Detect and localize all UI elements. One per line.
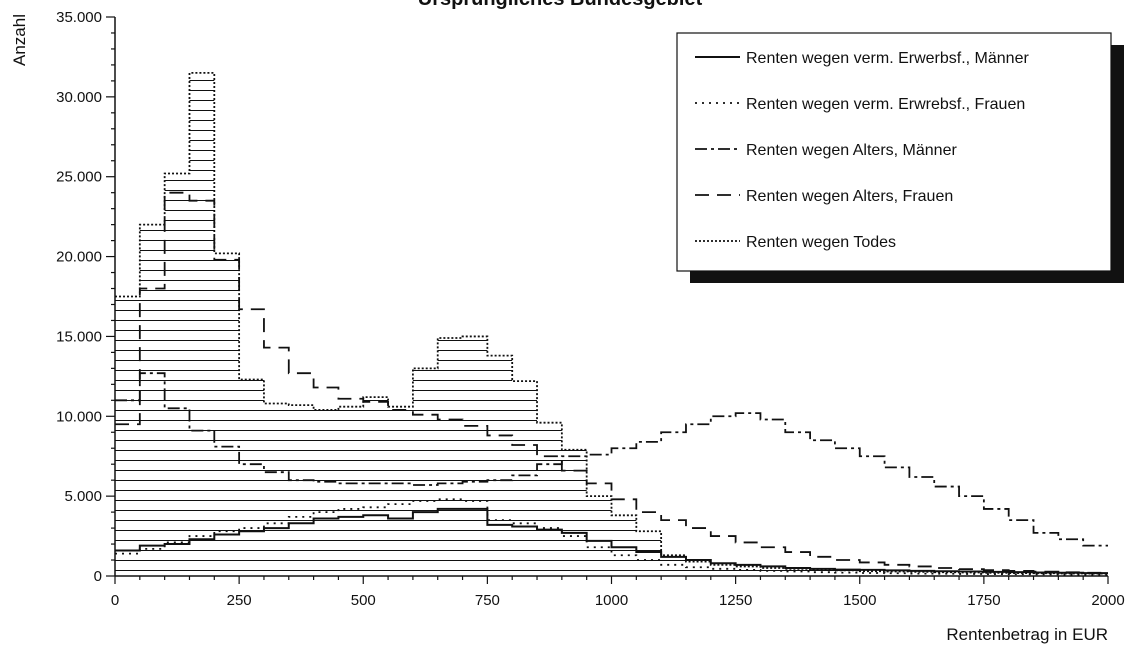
y-tick-label: 15.000 [56,328,102,345]
y-axis-title: Anzahl [10,14,29,66]
y-tick-label: 20.000 [56,249,102,266]
series-line-2 [115,372,1108,547]
series-line-1 [115,498,1108,576]
x-tick-label: 1250 [719,592,752,609]
x-tick-label: 1500 [843,592,876,609]
legend-label-0: Renten wegen verm. Erwerbsf., Männer [746,50,1029,67]
x-tick-label: 0 [111,592,119,609]
series-area-4 [115,72,1108,577]
x-tick-label: 250 [227,592,252,609]
axes: 0 5.000 10.000 15.000 20.000 25.000 30.000 35.0… [56,9,1125,609]
y-tick-label: 25.000 [56,169,102,186]
x-tick-label: 1750 [967,592,1000,609]
series-line-4 [115,72,1108,575]
legend-label-3: Renten wegen Alters, Frauen [746,188,953,205]
legend-box [676,32,1112,272]
legend-label-2: Renten wegen Alters, Männer [746,142,957,159]
y-tick-label: 10.000 [56,408,102,425]
y-tick-label: 35.000 [56,9,102,26]
y-tick-label: 5.000 [64,488,102,505]
x-tick-label: 2000 [1091,592,1124,609]
x-tick-label: 500 [351,592,376,609]
y-tick-label: 0 [94,568,102,585]
series-line-0 [115,507,1108,575]
legend-label-1: Renten wegen verm. Erwrebsf., Frauen [746,96,1025,113]
plot-area [115,72,1108,577]
x-axis-title: Rentenbetrag in EUR [946,625,1108,644]
legend-label-4: Renten wegen Todes [746,234,896,251]
x-tick-label: 1000 [595,592,628,609]
y-tick-label: 30.000 [56,89,102,106]
chart-title: Ursprüngliches Bundesgebiet [418,0,703,10]
x-tick-label: 750 [475,592,500,609]
legend: Renten wegen verm. Erwerbsf., Männer Rent… [676,32,1124,283]
